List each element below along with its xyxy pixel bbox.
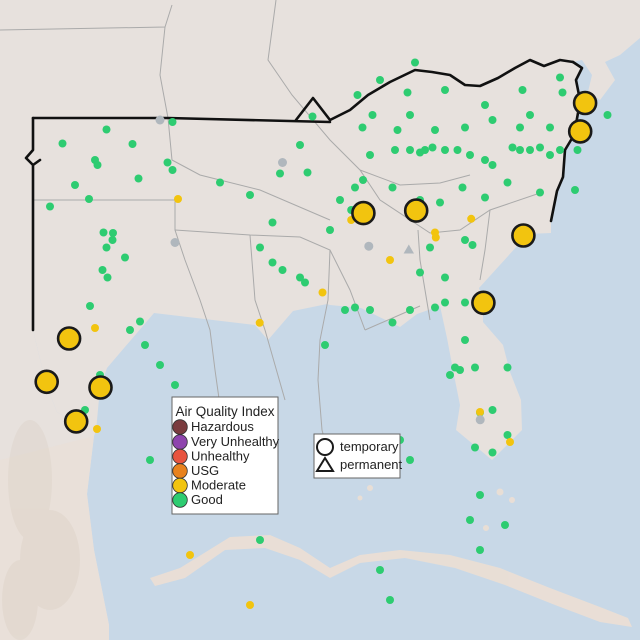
svg-text:Moderate: Moderate xyxy=(191,478,246,493)
svg-text:Air Quality Index: Air Quality Index xyxy=(175,404,274,419)
svg-text:Unhealthy: Unhealthy xyxy=(191,449,250,464)
svg-text:permanent: permanent xyxy=(340,457,403,472)
svg-text:Hazardous: Hazardous xyxy=(191,419,254,434)
svg-text:Good: Good xyxy=(191,492,223,507)
svg-text:USG: USG xyxy=(191,463,219,478)
svg-text:Very Unhealthy: Very Unhealthy xyxy=(191,434,280,449)
svg-text:temporary: temporary xyxy=(340,439,399,454)
